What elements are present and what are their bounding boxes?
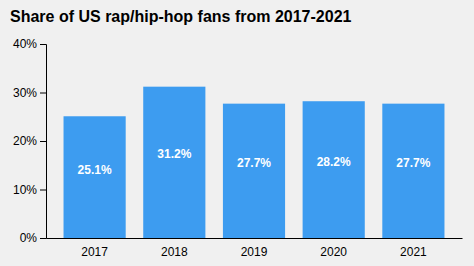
y-tick-mark [40,93,46,94]
x-tick-label: 2021 [400,245,427,259]
x-tick-label: 2020 [320,245,347,259]
bars [64,87,445,238]
data-label: 27.7% [396,156,430,170]
chart: Share of US rap/hip-hop fans from 2017-2… [0,0,474,266]
title: Share of US rap/hip-hop fans from 2017-2… [10,8,352,25]
y-tick-mark [40,238,46,239]
y-tick: 20% [13,134,46,148]
y-tick: 0% [20,231,46,245]
y-tick: 30% [13,86,46,100]
bar [382,104,444,238]
data-label: 25.1% [78,163,112,177]
y-tick-label: 0% [20,231,38,245]
x-axis-line [47,238,463,239]
y-tick-mark [40,44,46,45]
data-label: 27.7% [237,156,271,170]
x-tick: 2020 [320,245,347,259]
x-tick-label: 2019 [241,245,268,259]
data-labels: 25.1% 31.2% 27.7% 28.2% 27.7% [78,147,431,177]
bar [64,116,126,238]
y-tick-label: 40% [13,37,37,51]
bar [223,104,285,238]
x-tick-label: 2017 [81,245,108,259]
x-tick: 2019 [241,245,268,259]
y-tick-mark [40,190,46,191]
y-tick-label: 30% [13,86,37,100]
x-tick-label: 2018 [161,245,188,259]
y-tick: 10% [13,183,46,197]
x-tick: 2018 [161,245,188,259]
y-axis: 0% 10% 20% 30% 40% [13,37,47,245]
y-axis-line [40,45,47,239]
bar [303,101,365,238]
y-tick-mark [40,141,46,142]
data-label: 31.2% [157,147,191,161]
data-label: 28.2% [317,155,351,169]
x-tick: 2017 [81,245,108,259]
x-axis: 2017 2018 2019 2020 2021 [47,239,463,259]
y-tick: 40% [13,37,46,51]
y-tick-label: 20% [13,134,37,148]
plot: 0% 10% 20% 30% 40% 2017 2018 2019 2020 2021 25.1% 3… [13,37,463,258]
y-tick-label: 10% [13,183,37,197]
bar [143,87,205,238]
x-tick: 2021 [400,245,427,259]
